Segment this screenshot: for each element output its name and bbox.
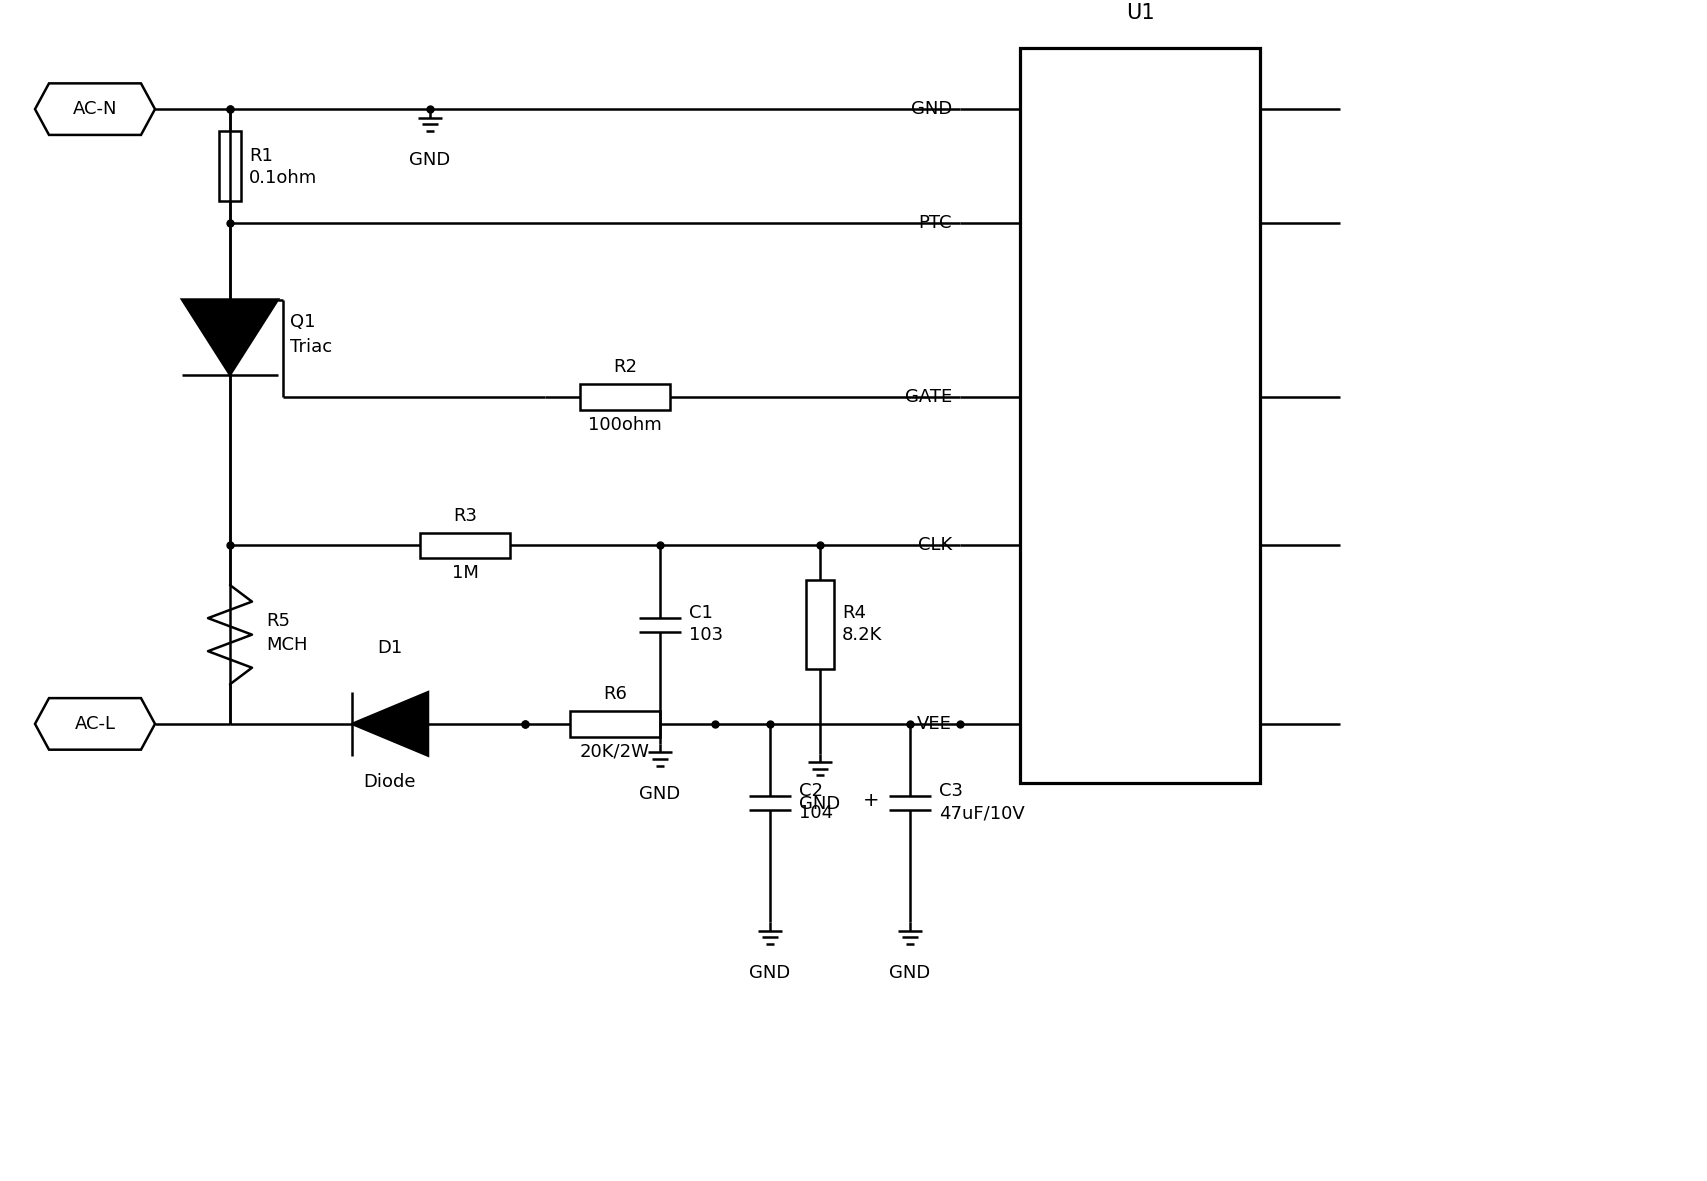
Text: C3: C3 <box>939 782 963 801</box>
Text: 100ohm: 100ohm <box>587 416 662 433</box>
Bar <box>218 131 241 201</box>
Text: D1: D1 <box>377 639 403 658</box>
Text: GATE: GATE <box>905 387 951 406</box>
Bar <box>806 580 833 670</box>
Text: GND: GND <box>410 151 451 169</box>
Text: GND: GND <box>910 100 951 118</box>
Text: VEE: VEE <box>917 715 951 733</box>
Text: R2: R2 <box>613 358 637 376</box>
Text: Diode: Diode <box>364 774 417 791</box>
Text: Q1: Q1 <box>290 313 316 332</box>
Text: R6: R6 <box>603 685 626 703</box>
Text: GND: GND <box>799 795 840 814</box>
Text: 103: 103 <box>688 626 722 644</box>
Text: MCH: MCH <box>266 635 307 653</box>
Text: GND: GND <box>749 964 790 981</box>
Text: 47uF/10V: 47uF/10V <box>939 804 1024 822</box>
Text: GND: GND <box>889 964 930 981</box>
Text: AC-N: AC-N <box>73 100 118 118</box>
Text: C1: C1 <box>688 603 712 622</box>
Text: AC-L: AC-L <box>75 715 116 733</box>
Polygon shape <box>352 692 428 756</box>
Text: 20K/2W: 20K/2W <box>580 743 650 761</box>
Text: R3: R3 <box>452 507 476 524</box>
Polygon shape <box>183 300 278 374</box>
Text: U1: U1 <box>1125 2 1154 22</box>
Text: 104: 104 <box>799 804 833 822</box>
Text: Triac: Triac <box>290 338 331 357</box>
Bar <box>570 711 659 737</box>
Text: 1M: 1M <box>451 565 478 582</box>
Text: R4: R4 <box>842 603 865 622</box>
Text: 0.1ohm: 0.1ohm <box>249 169 318 187</box>
Text: GND: GND <box>638 785 679 803</box>
Text: CLK: CLK <box>917 536 951 554</box>
Text: 8.2K: 8.2K <box>842 626 883 644</box>
Text: PTC: PTC <box>918 214 951 233</box>
Bar <box>420 533 510 559</box>
Text: R1: R1 <box>249 148 273 165</box>
Text: C2: C2 <box>799 782 823 801</box>
Text: R5: R5 <box>266 612 290 629</box>
Bar <box>580 384 669 410</box>
Text: +: + <box>862 791 879 810</box>
Bar <box>1019 47 1260 783</box>
